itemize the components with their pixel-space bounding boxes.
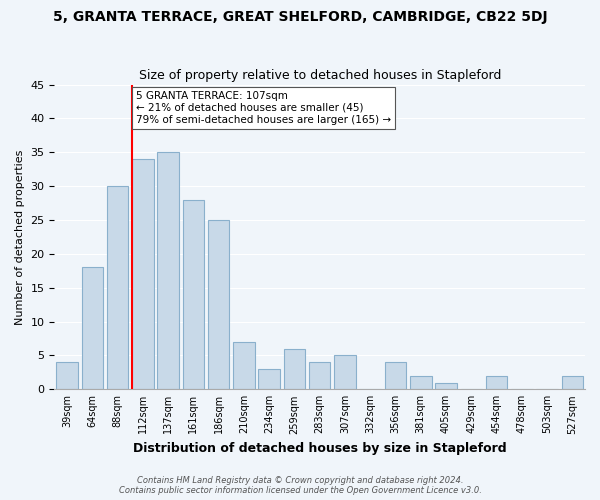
Bar <box>284 348 305 390</box>
Bar <box>259 369 280 390</box>
Bar <box>486 376 508 390</box>
Bar <box>208 220 229 390</box>
Bar <box>56 362 78 390</box>
Bar <box>82 268 103 390</box>
Bar <box>562 376 583 390</box>
Bar <box>157 152 179 390</box>
X-axis label: Distribution of detached houses by size in Stapleford: Distribution of detached houses by size … <box>133 442 506 455</box>
Bar <box>385 362 406 390</box>
Bar <box>182 200 204 390</box>
Text: Contains HM Land Registry data © Crown copyright and database right 2024.
Contai: Contains HM Land Registry data © Crown c… <box>119 476 481 495</box>
Text: 5, GRANTA TERRACE, GREAT SHELFORD, CAMBRIDGE, CB22 5DJ: 5, GRANTA TERRACE, GREAT SHELFORD, CAMBR… <box>53 10 547 24</box>
Bar <box>435 382 457 390</box>
Bar <box>334 356 356 390</box>
Bar <box>132 159 154 390</box>
Bar <box>233 342 254 390</box>
Title: Size of property relative to detached houses in Stapleford: Size of property relative to detached ho… <box>139 69 501 82</box>
Y-axis label: Number of detached properties: Number of detached properties <box>15 149 25 324</box>
Bar <box>410 376 431 390</box>
Text: 5 GRANTA TERRACE: 107sqm
← 21% of detached houses are smaller (45)
79% of semi-d: 5 GRANTA TERRACE: 107sqm ← 21% of detach… <box>136 92 391 124</box>
Bar <box>107 186 128 390</box>
Bar <box>309 362 331 390</box>
